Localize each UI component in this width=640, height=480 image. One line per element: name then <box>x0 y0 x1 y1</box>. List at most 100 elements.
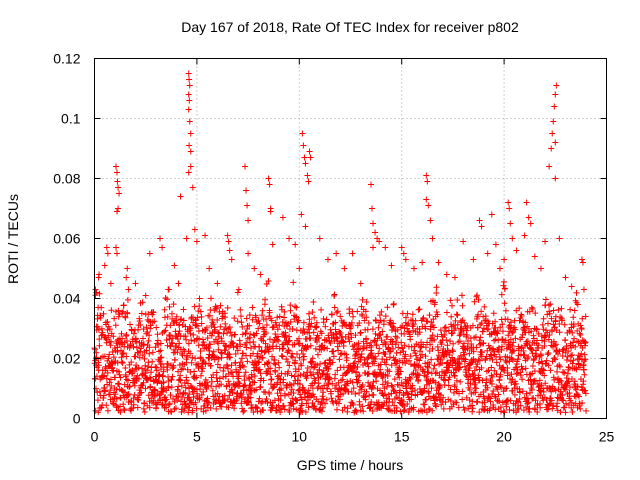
data-point <box>295 317 302 324</box>
data-point <box>333 250 340 257</box>
data-point <box>519 376 526 383</box>
data-point <box>146 344 153 351</box>
data-point <box>108 383 115 390</box>
data-point <box>119 335 126 342</box>
data-point <box>150 309 157 316</box>
data-point <box>507 325 514 332</box>
data-point <box>419 259 426 266</box>
data-point <box>349 250 356 257</box>
data-point <box>469 359 476 366</box>
data-point <box>504 369 511 376</box>
data-point <box>527 220 534 227</box>
data-point <box>391 357 398 364</box>
data-point <box>561 369 568 376</box>
data-point <box>376 345 383 352</box>
data-point <box>509 329 516 336</box>
data-point <box>149 358 156 365</box>
data-point <box>161 328 168 335</box>
data-point <box>473 344 480 351</box>
data-point <box>241 407 248 414</box>
data-point <box>112 391 119 398</box>
data-point <box>142 385 149 392</box>
data-point <box>424 359 431 366</box>
data-point <box>365 379 372 386</box>
data-point <box>551 324 558 331</box>
data-point <box>341 404 348 411</box>
data-point <box>565 378 572 385</box>
data-point <box>104 319 111 326</box>
data-point <box>250 409 257 416</box>
data-point <box>498 343 505 350</box>
data-point <box>331 291 338 298</box>
data-point <box>251 387 258 394</box>
data-point <box>474 361 481 368</box>
data-point <box>489 356 496 363</box>
data-point <box>423 396 430 403</box>
data-point <box>516 305 523 312</box>
data-point <box>133 344 140 351</box>
data-point <box>116 371 123 378</box>
data-point <box>377 361 384 368</box>
data-point <box>306 148 313 155</box>
data-point <box>542 380 549 387</box>
data-point <box>422 325 429 332</box>
data-point <box>453 311 460 318</box>
data-point <box>426 361 433 368</box>
data-point <box>402 351 409 358</box>
data-point <box>440 405 447 412</box>
data-point <box>245 217 252 224</box>
data-point <box>370 378 377 385</box>
data-point <box>176 328 183 335</box>
data-point <box>255 359 262 366</box>
data-point <box>191 375 198 382</box>
data-point <box>420 368 427 375</box>
data-point <box>231 400 238 407</box>
data-point <box>112 322 119 329</box>
data-point <box>92 385 99 392</box>
data-point <box>481 395 488 402</box>
data-point <box>96 342 103 349</box>
data-point <box>185 340 192 347</box>
data-point <box>243 315 250 322</box>
data-point <box>409 311 416 318</box>
data-point <box>451 274 458 281</box>
data-point <box>556 320 563 327</box>
data-point <box>423 409 430 416</box>
data-point <box>397 349 404 356</box>
data-point <box>488 352 495 359</box>
data-point <box>512 335 519 342</box>
data-point <box>437 383 444 390</box>
data-point <box>516 317 523 324</box>
data-point <box>288 382 295 389</box>
data-point <box>391 324 397 331</box>
data-point <box>207 405 214 412</box>
data-point <box>274 336 281 343</box>
data-point <box>384 333 391 340</box>
data-point <box>475 296 482 303</box>
data-point <box>163 337 170 344</box>
data-point <box>213 405 220 412</box>
data-point <box>237 306 244 313</box>
data-point <box>554 400 561 407</box>
data-point <box>198 320 205 327</box>
data-point <box>379 374 386 381</box>
data-point <box>448 330 455 337</box>
data-point <box>582 339 589 346</box>
data-point <box>203 324 210 331</box>
data-point <box>436 382 443 389</box>
data-point <box>234 289 241 296</box>
data-point <box>312 345 319 352</box>
data-point <box>571 307 578 314</box>
data-point <box>304 364 311 371</box>
data-point <box>92 292 99 299</box>
data-point <box>504 316 511 323</box>
data-point <box>226 382 233 389</box>
data-point <box>291 373 298 380</box>
data-point <box>526 389 533 396</box>
data-point <box>549 130 556 137</box>
data-point <box>406 357 413 364</box>
data-point <box>388 362 395 369</box>
data-point <box>216 400 223 407</box>
data-point <box>159 372 166 379</box>
data-point <box>209 352 216 359</box>
